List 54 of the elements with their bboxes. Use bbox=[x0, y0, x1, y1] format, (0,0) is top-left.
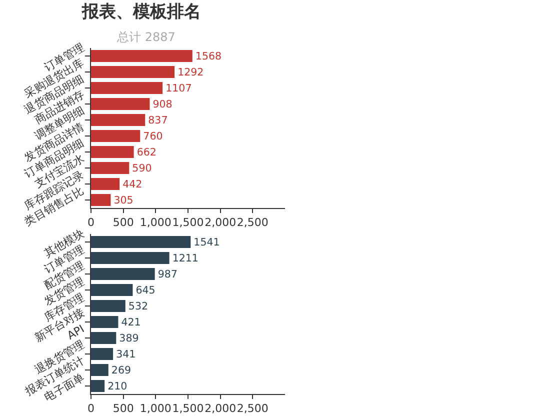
x-tick-label: 2,500 bbox=[236, 402, 268, 416]
bar bbox=[91, 162, 130, 174]
data-label: 908 bbox=[152, 98, 172, 110]
data-label: 1211 bbox=[172, 252, 198, 264]
bar bbox=[91, 66, 175, 78]
bar bbox=[91, 252, 170, 264]
data-label: 662 bbox=[136, 146, 156, 158]
chart-title: 报表、模板排名 bbox=[81, 2, 201, 22]
data-label: 341 bbox=[116, 348, 136, 360]
bar bbox=[91, 364, 108, 376]
bar bbox=[91, 268, 155, 280]
bar bbox=[91, 178, 120, 190]
bar bbox=[91, 82, 163, 94]
bar bbox=[91, 50, 192, 62]
data-label: 389 bbox=[119, 332, 139, 344]
x-tick-label: 500 bbox=[112, 216, 134, 230]
bar bbox=[91, 114, 146, 126]
x-tick-label: 0 bbox=[88, 402, 94, 416]
x-tick-label: 1,000 bbox=[140, 402, 172, 416]
chart-subtitle: 总计 2887 bbox=[116, 30, 176, 44]
data-label: 421 bbox=[121, 316, 141, 328]
data-label: 269 bbox=[111, 364, 132, 376]
x-tick-label: 500 bbox=[112, 402, 134, 416]
x-tick-label: 1,500 bbox=[172, 216, 204, 230]
data-label: 532 bbox=[128, 300, 148, 312]
x-tick-label: 2,000 bbox=[204, 402, 236, 416]
data-label: 305 bbox=[114, 194, 134, 206]
bar bbox=[91, 130, 140, 142]
bar bbox=[91, 380, 105, 392]
data-label: 1541 bbox=[194, 236, 220, 248]
data-label: 210 bbox=[108, 380, 128, 392]
bar bbox=[91, 284, 133, 296]
x-tick-label: 1,000 bbox=[140, 216, 172, 230]
x-tick-label: 2,500 bbox=[236, 216, 268, 230]
bar bbox=[91, 316, 118, 328]
data-label: 837 bbox=[148, 114, 168, 126]
x-tick-label: 1,500 bbox=[172, 402, 204, 416]
data-label: 645 bbox=[136, 284, 156, 296]
bar bbox=[91, 194, 111, 206]
bar bbox=[91, 98, 150, 110]
data-label: 1292 bbox=[178, 66, 204, 78]
data-label: 442 bbox=[122, 178, 142, 190]
data-label: 590 bbox=[132, 162, 152, 174]
bar bbox=[91, 146, 134, 158]
data-label: 760 bbox=[143, 130, 163, 142]
bar bbox=[91, 348, 114, 360]
data-label: 987 bbox=[158, 268, 178, 280]
x-tick-label: 2,000 bbox=[204, 216, 236, 230]
bar bbox=[91, 332, 116, 344]
bar bbox=[91, 300, 126, 312]
bar bbox=[91, 236, 191, 248]
data-label: 1568 bbox=[195, 50, 222, 62]
data-label: 1107 bbox=[166, 82, 192, 94]
x-tick-label: 0 bbox=[88, 216, 94, 230]
